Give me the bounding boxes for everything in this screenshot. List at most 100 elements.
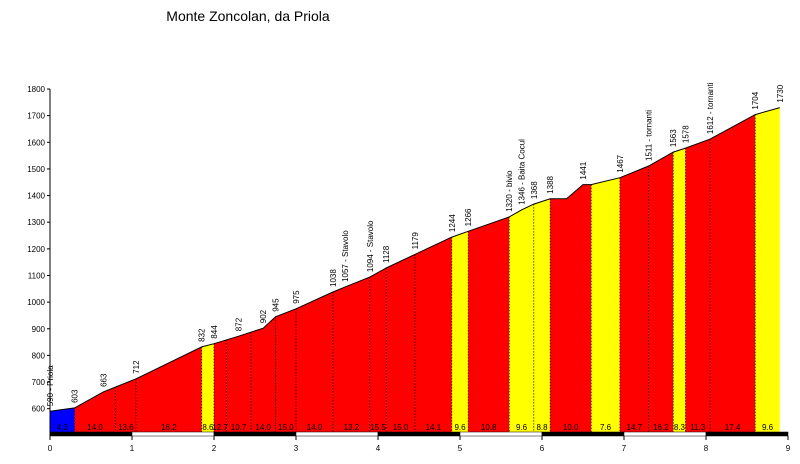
segment-9 [296,292,333,432]
segment-22 [673,148,686,432]
distance-strip-cell [131,431,215,437]
distance-strip-cell [705,431,789,437]
labels: 4.3 14.0 13.6 16.2 8.612.7 10.7 14.0 15.0 14.0 13… [46,82,785,432]
distance-strip-cell [295,431,379,437]
segment-0 [50,407,75,432]
segment-1 [74,387,116,432]
segment-21 [648,152,674,432]
profile-line [49,107,780,412]
point-label: 1094 - Stavolo [366,220,375,272]
point-label: 872 [235,317,244,331]
point-label: 1128 [382,245,391,263]
segment-2 [115,378,137,432]
segment-6 [226,332,251,432]
point-label: 1441 [579,161,588,179]
point-label: 1467 [616,154,625,172]
point-label: 1612 - tornanti [706,82,715,134]
point-label: 1179 [411,232,420,250]
point-label: 663 [99,373,108,387]
axes: 600 700 800 900 1000 1100 1200 1300 1400 1500 1600… [27,85,791,453]
y-tick-label: 1400 [27,192,45,201]
gradient-label: 14.0 [255,423,271,432]
gradient-label: 13.6 [118,423,134,432]
segment-25 [755,107,780,432]
segment-17 [533,198,551,432]
point-label: 1320 - bivio [505,170,514,212]
y-tick-label: 1500 [27,165,45,174]
segment-8 [275,308,296,432]
chart-title: Monte Zoncolan, da Priola [166,8,330,24]
x-tick-label: 3 [294,444,299,453]
segment-7 [250,316,276,432]
distance-strip-cell [459,431,543,437]
segment-5 [214,339,227,432]
point-label: 603 [71,389,80,403]
gradient-label: 15.0 [393,423,409,432]
point-label: 1388 [546,175,555,193]
gradient-label: 9.6 [516,423,528,432]
segment-13 [414,237,452,432]
y-tick-label: 900 [32,325,46,334]
profile-outline [49,107,780,432]
point-label: 945 [271,298,280,312]
x-tick-label: 9 [786,444,791,453]
distance-strip-cell [213,431,297,437]
x-tick-label: 8 [704,444,709,453]
gradient-label: 10.8 [481,423,497,432]
point-label: 844 [210,325,219,339]
y-tick-label: 1100 [28,271,46,280]
y-tick-label: 700 [32,378,46,387]
y-tick-label: 800 [32,351,46,360]
point-label: 1038 [329,269,338,287]
point-label: 1511 - tornanti [645,110,654,161]
gradient-label: 11.3 [690,423,706,432]
segment-18 [550,184,592,432]
segment-14 [451,231,469,432]
gradient-label: 16.2 [161,423,177,432]
gradient-label: 15.0 [278,423,294,432]
segment-24 [710,114,756,432]
gradient-label: 12.7 [212,423,228,432]
distance-strip-cell [377,431,461,437]
y-tick-label: 1600 [27,138,45,147]
point-label: 832 [198,328,207,342]
gradient-label: 13.2 [344,423,360,432]
x-tick-label: 6 [540,444,545,453]
point-label: 1057 - Stavolo [341,230,350,282]
point-label: 712 [132,360,141,374]
x-tick-label: 2 [212,444,217,453]
gradient-label: 14.0 [87,423,103,432]
gradient-label: 17.4 [725,423,741,432]
gradient-label: 15.5 [370,423,386,432]
gradient-label: 7.6 [600,423,612,432]
x-tick-label: 7 [622,444,627,453]
segment-23 [685,139,711,432]
y-tick-label: 1300 [27,218,45,227]
x-tick-label: 0 [48,444,53,453]
point-label: 590 - Priola [46,365,55,406]
segment-16 [509,204,534,432]
gradient-label: 4.3 [57,423,69,432]
point-label: 1563 [669,129,678,147]
segment-19 [591,177,620,432]
point-label: 975 [292,290,301,304]
segment-20 [619,166,649,432]
x-tick-label: 4 [376,444,381,453]
point-label: 1266 [464,208,473,226]
y-tick-label: 1700 [27,112,45,121]
y-tick-label: 1200 [27,245,45,254]
point-label: 902 [259,309,268,323]
segment-11 [369,268,387,432]
point-label: 1730 [776,84,785,102]
gradient-label: 14.7 [627,423,643,432]
segment-3 [136,346,202,432]
point-label: 1244 [448,214,457,232]
y-tick-label: 1000 [27,298,45,307]
segment-15 [468,216,510,432]
segment-4 [201,343,214,432]
profile-segments [50,107,780,432]
distance-strip-cell [623,431,707,437]
point-label: 1368 [530,181,539,199]
x-tick-label: 1 [130,444,135,453]
